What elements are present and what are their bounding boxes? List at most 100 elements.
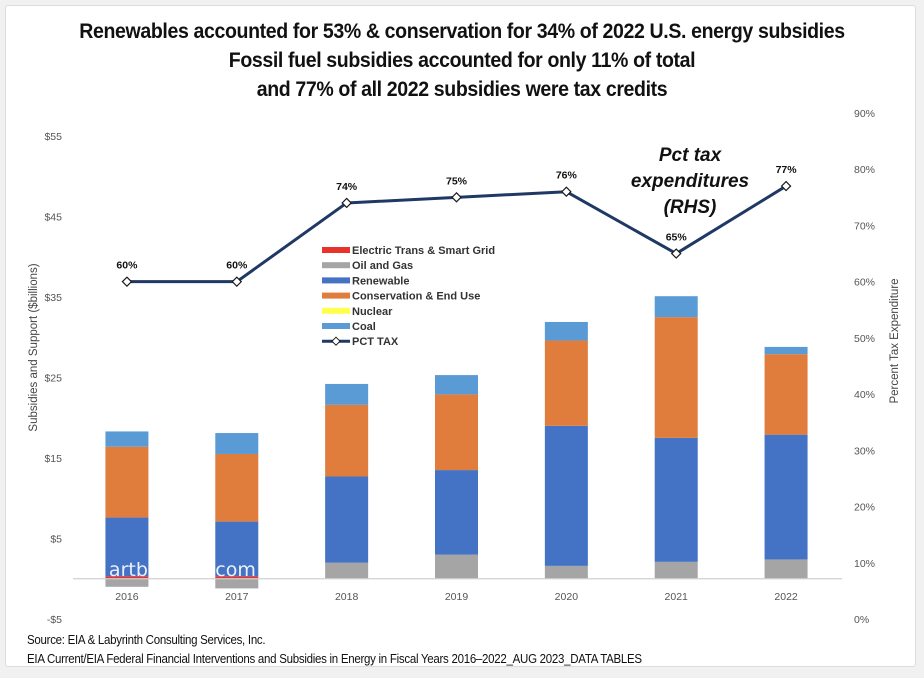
pct-tax-marker-2020: [561, 186, 572, 198]
legend-label-pct-tax: PCT TAX: [352, 336, 399, 348]
right-axis-title: Percent Tax Expenditure: [889, 278, 901, 403]
pct-tax-data-label: 75%: [446, 175, 468, 187]
legend-label-electric-trans-smart-grid: Electric Trans & Smart Grid: [352, 245, 495, 257]
legend-swatch-coal: [322, 323, 350, 329]
legend-marker-icon: [331, 336, 341, 346]
bar-oil-and-gas-2022: [764, 559, 808, 579]
bar-renewable-2016: [105, 517, 149, 577]
bar-oil-and-gas-2021: [654, 561, 698, 579]
bar-renewable-2022: [764, 434, 808, 560]
bar-conservation-end-use-2022: [764, 354, 808, 435]
x-tick-label: 2019: [445, 591, 469, 603]
bar-coal-2022: [764, 346, 808, 355]
bar-renewable-2019: [435, 470, 478, 555]
pct-tax-data-label: 60%: [116, 260, 138, 272]
left-tick-label: $15: [44, 453, 62, 465]
right-tick-label: 0%: [854, 614, 869, 626]
bar-renewable-2018: [325, 476, 369, 563]
title-line-2: Fossil fuel subsidies accounted for only…: [228, 49, 696, 72]
left-axis-ticks: -$5 $5 $15 $25 $35 $45 $55: [44, 131, 62, 626]
pct-tax-data-label: 65%: [666, 232, 688, 244]
left-axis-title: Subsidies and Support ($billions): [28, 263, 40, 431]
left-tick-label: $25: [44, 373, 62, 385]
bar-coal-2020: [544, 321, 588, 341]
bar-oil-and-gas-2019: [435, 554, 478, 579]
left-tick-label: $35: [44, 292, 62, 304]
bar-coal-2018: [325, 383, 369, 405]
bar-conservation-end-use-2019: [435, 394, 478, 471]
title-line-3: and 77% of all 2022 subsidies were tax c…: [256, 78, 668, 101]
bar-conservation-end-use-2018: [325, 404, 369, 477]
bar-coal-2016: [105, 431, 149, 447]
x-tick-label: 2020: [555, 591, 579, 603]
title-line-1: Renewables accounted for 53% & conservat…: [79, 20, 845, 43]
left-tick-label: $5: [50, 534, 62, 546]
bar-oil-and-gas-2017: [215, 578, 259, 589]
annotation-rhs: Pct tax expenditures (RHS): [631, 145, 749, 218]
right-tick-label: 50%: [854, 333, 875, 345]
x-tick-label: 2016: [115, 591, 139, 603]
right-tick-label: 90%: [854, 108, 875, 120]
bar-conservation-end-use-2016: [105, 446, 149, 518]
bar-conservation-end-use-2017: [215, 453, 259, 522]
x-tick-label: 2022: [774, 591, 798, 603]
pct-tax-data-label: 60%: [226, 260, 248, 272]
bar-coal-2021: [654, 296, 698, 318]
left-tick-label: $45: [44, 212, 62, 224]
bar-coal-2019: [435, 375, 478, 395]
pct-tax-marker-2016: [121, 276, 133, 288]
left-tick-label: -$5: [47, 614, 62, 626]
watermark-text: artberman.com: [109, 559, 256, 581]
source-note: Source: EIA & Labyrinth Consulting Servi…: [27, 633, 266, 647]
bar-conservation-end-use-2020: [544, 340, 588, 426]
pct-tax-marker-2021: [670, 248, 682, 259]
legend-label-nuclear: Nuclear: [352, 306, 393, 318]
annotation-line-1: Pct tax: [659, 145, 723, 166]
right-tick-label: 10%: [854, 558, 875, 570]
pct-tax-data-label: 74%: [336, 181, 358, 193]
bar-electric-trans-smart-grid-2016: [105, 576, 149, 579]
bar-oil-and-gas-2018: [325, 562, 369, 579]
chart-footer: Source: EIA & Labyrinth Consulting Servi…: [27, 631, 642, 669]
legend-swatch-nuclear: [322, 307, 350, 314]
bar-group: [105, 296, 808, 589]
bar-electric-trans-smart-grid-2017: [215, 576, 259, 579]
bar-renewable-2020: [544, 425, 588, 566]
bar-coal-2017: [215, 433, 259, 454]
bar-renewable-2021: [654, 437, 698, 562]
annotation-line-2: expenditures: [631, 171, 749, 192]
legend: Electric Trans & Smart Grid Oil and Gas Re…: [322, 245, 495, 348]
bar-conservation-end-use-2021: [654, 317, 698, 438]
x-tick-label: 2021: [665, 591, 689, 603]
pct-tax-line-group: 60% 60% 74% 75% 76% 65% 77%: [116, 164, 798, 288]
pct-tax-data-label: 76%: [556, 170, 578, 182]
legend-label-coal: Coal: [352, 321, 376, 333]
bar-oil-and-gas-2020: [544, 565, 588, 579]
right-tick-label: 40%: [854, 389, 875, 401]
right-tick-label: 60%: [854, 277, 875, 289]
legend-swatch-renewable: [322, 277, 350, 284]
pct-tax-marker-2019: [451, 191, 462, 203]
right-tick-label: 20%: [854, 502, 875, 514]
legend-label-renewable: Renewable: [352, 275, 409, 287]
bar-renewable-2017: [215, 521, 259, 577]
legend-swatch-oil-and-gas: [322, 262, 350, 269]
x-tick-label: 2017: [225, 591, 249, 603]
legend-swatch-electric-trans-smart-grid: [322, 247, 350, 253]
x-axis-ticks: 2016 2017 2018 2019 2020 2021 2022: [115, 591, 798, 603]
right-axis-ticks: 0% 10% 20% 30% 40% 50% 60% 70% 80% 90%: [854, 108, 875, 626]
pct-tax-marker-2017: [231, 276, 243, 288]
annotation-line-3: (RHS): [664, 197, 717, 218]
x-tick-label: 2018: [335, 591, 359, 603]
pct-tax-data-label: 77%: [776, 164, 798, 176]
legend-label-oil-and-gas: Oil and Gas: [352, 260, 413, 272]
pct-tax-marker-2022: [780, 180, 792, 192]
left-tick-label: $55: [44, 131, 62, 143]
right-tick-label: 70%: [854, 220, 875, 232]
right-tick-label: 80%: [854, 164, 875, 176]
pct-tax-marker-2018: [341, 197, 352, 209]
bar-oil-and-gas-2016: [105, 578, 149, 587]
legend-swatch-conservation-end-use: [322, 292, 350, 299]
chart-title: Renewables accounted for 53% & conservat…: [32, 17, 891, 104]
